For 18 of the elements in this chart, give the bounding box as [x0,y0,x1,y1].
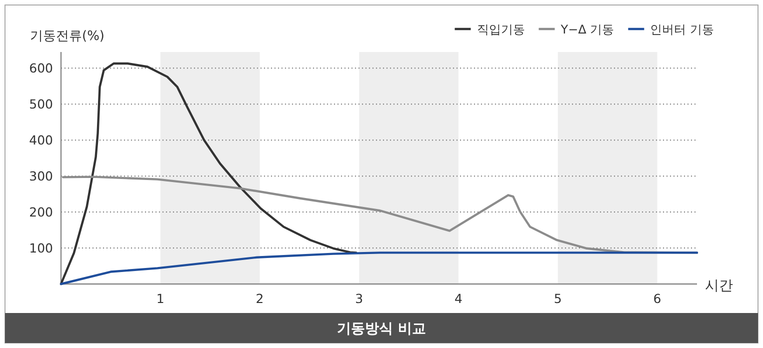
x-tick-label: 6 [653,291,662,306]
legend-label: Y−Δ 기동 [560,22,614,36]
y-tick-label: 600 [29,60,54,76]
x-tick-label: 2 [256,291,264,306]
y-axis-title: 기동전류(%) [30,29,104,44]
y-tick-label: 100 [29,240,54,256]
legend-label: 인버터 기동 [650,22,714,36]
text: 기동방식 비교 [337,321,426,337]
x-axis-title: 시간 [705,278,733,294]
legend-label: 직입기동 [476,22,525,36]
x-tick-label: 3 [355,291,364,306]
x-tick-label: 4 [454,291,463,306]
x-tick-label: 5 [554,291,562,306]
y-tick-label: 500 [29,96,54,112]
x-tick-label: 1 [156,291,164,306]
y-tick-label: 400 [29,132,54,148]
y-tick-label: 200 [29,204,54,220]
y-tick-label: 300 [29,168,54,184]
